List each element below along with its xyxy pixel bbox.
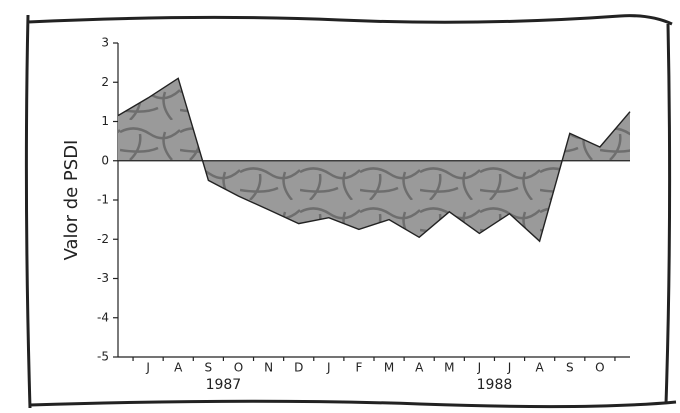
x-tick-label: O [595, 361, 604, 375]
x-tick-label: F [355, 361, 362, 375]
x-tick-label: M [384, 361, 394, 375]
x-tick-label: O [234, 361, 243, 375]
year-label: 1987 [206, 377, 242, 393]
chart: Valor de PSDI -5 -4 -3 -2 -1 0 1 2 3 J A S O N D J F M A M J… [0, 0, 680, 413]
x-tick-label: J [507, 361, 512, 375]
x-tick-label: D [294, 361, 303, 375]
x-tick-label: A [415, 361, 424, 375]
y-tick-label: -1 [97, 193, 109, 207]
x-tick-label: N [264, 361, 273, 375]
x-tick-label: S [566, 361, 574, 375]
y-tick-label: 2 [101, 75, 109, 89]
y-tick-label: -4 [97, 310, 109, 324]
y-tick-label: 3 [101, 36, 109, 50]
x-tick-label: J [326, 361, 331, 375]
x-tick-label: J [145, 361, 150, 375]
y-tick-label: 0 [101, 153, 109, 167]
y-tick-label: -5 [97, 350, 109, 364]
x-tick-label: A [536, 361, 545, 375]
x-tick-label: A [174, 361, 183, 375]
year-label: 1988 [477, 377, 513, 393]
y-axis-label: Valor de PSDI [61, 140, 82, 261]
y-tick-label: 1 [101, 114, 109, 128]
page: Valor de PSDI -5 -4 -3 -2 -1 0 1 2 3 J A S O N D J F M A M J… [0, 0, 680, 413]
x-tick-label: S [205, 361, 213, 375]
y-tick-label: -3 [97, 271, 109, 285]
area [118, 78, 630, 241]
x-tick-label: J [477, 361, 482, 375]
x-tick-label: M [444, 361, 454, 375]
y-tick-label: -2 [97, 232, 109, 246]
